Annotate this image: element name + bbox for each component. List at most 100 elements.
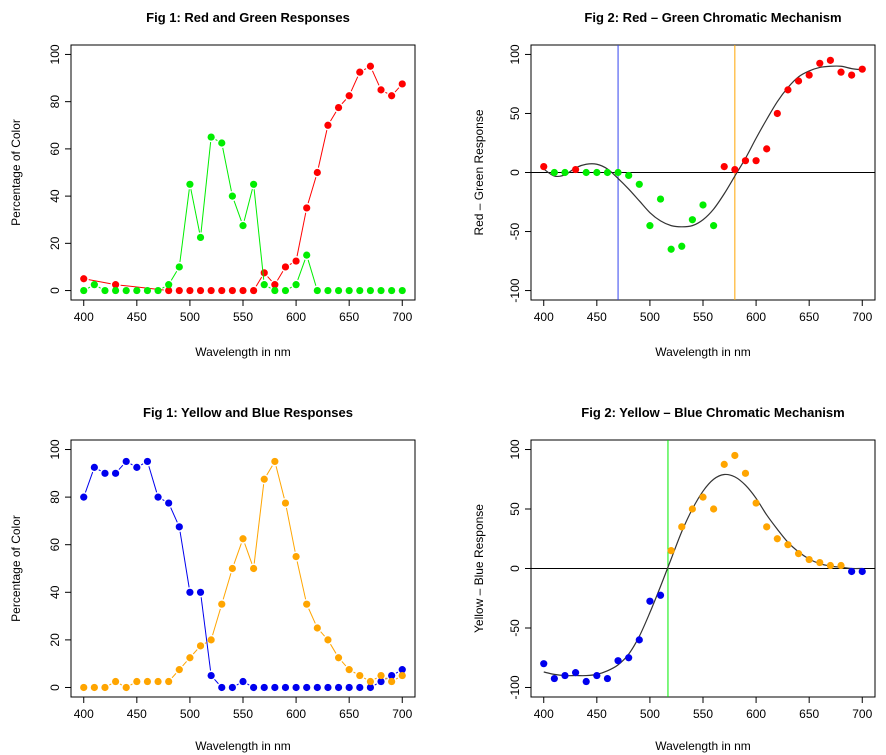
y-axis-label: Percentage of Color <box>9 119 23 226</box>
data-point <box>603 674 612 683</box>
data-point <box>720 460 728 468</box>
data-point <box>720 162 728 171</box>
data-point <box>239 535 247 543</box>
data-point <box>582 168 590 177</box>
data-point <box>752 499 760 507</box>
data-point <box>90 281 98 289</box>
data-point <box>366 683 375 692</box>
series-line-segment <box>182 661 187 667</box>
fitted-curve <box>543 473 863 677</box>
series-line-segment <box>171 673 177 679</box>
data-point <box>763 523 771 531</box>
fitted-curve <box>543 65 863 228</box>
data-point <box>388 286 396 295</box>
x-tick-label: 450 <box>587 310 607 324</box>
series-line-segment <box>363 68 367 71</box>
y-tick-label: -50 <box>508 619 522 637</box>
y-axis-label: Red – Green Response <box>472 109 486 235</box>
data-point <box>582 677 590 686</box>
plot-frame <box>70 439 416 698</box>
data-point <box>731 451 739 460</box>
data-point <box>175 286 183 295</box>
y-tick-label: 80 <box>48 95 62 109</box>
data-point <box>292 281 300 289</box>
data-point <box>699 493 707 501</box>
data-point <box>271 281 279 289</box>
y-axis-label: Yellow – Blue Response <box>472 504 486 633</box>
data-point <box>143 457 152 466</box>
series-line-segment <box>395 671 399 674</box>
data-point <box>688 216 696 224</box>
data-point <box>345 666 353 674</box>
data-point <box>90 683 98 692</box>
data-point <box>122 457 130 466</box>
data-point <box>101 286 109 295</box>
data-point <box>80 286 88 295</box>
series-line-segment <box>118 464 124 470</box>
series-line-segment <box>296 561 307 600</box>
x-axis-label: Wavelength in nm <box>655 345 751 359</box>
data-point <box>260 281 268 289</box>
data-point <box>773 535 781 543</box>
data-point <box>111 281 120 289</box>
data-point <box>356 683 364 692</box>
y-tick-label: 60 <box>48 538 62 552</box>
series-line-segment <box>385 677 388 680</box>
y-tick-label: 80 <box>48 490 62 504</box>
data-point <box>165 499 173 507</box>
data-point <box>345 683 353 692</box>
series-line-segment <box>395 677 399 680</box>
data-point <box>101 469 109 477</box>
data-point <box>377 677 385 686</box>
data-point <box>165 281 173 289</box>
data-point <box>837 68 845 76</box>
series-line-segment <box>289 286 292 289</box>
data-point <box>154 286 162 295</box>
data-point <box>207 133 215 141</box>
data-point <box>111 286 120 295</box>
y-tick-label: 20 <box>48 633 62 647</box>
series-line-segment <box>276 270 284 281</box>
series-line-segment <box>179 531 190 588</box>
series-line-segment <box>170 507 178 523</box>
series-line-segment <box>275 466 285 499</box>
series-line-segment <box>162 286 165 289</box>
data-point <box>398 671 406 680</box>
data-point <box>398 80 406 88</box>
data-point <box>334 286 343 295</box>
x-axis-label: Wavelength in nm <box>195 345 291 359</box>
data-point <box>133 286 141 295</box>
data-point <box>858 65 866 73</box>
x-tick-label: 500 <box>640 310 660 324</box>
x-tick-label: 450 <box>587 707 607 721</box>
y-tick-label: -100 <box>508 278 522 302</box>
data-point <box>731 165 739 174</box>
data-point <box>667 245 675 253</box>
series-line-segment <box>222 147 232 192</box>
series-line-segment <box>179 189 190 263</box>
series-line-segment <box>214 678 219 685</box>
series-line-segment <box>192 649 198 655</box>
series-line-segment <box>285 507 296 552</box>
x-tick-label: 650 <box>339 310 359 324</box>
series-line-segment <box>267 276 272 282</box>
data-point <box>186 654 194 662</box>
series-line-segment <box>204 641 208 644</box>
data-point <box>837 561 845 570</box>
x-tick-label: 700 <box>852 310 872 324</box>
data-point <box>540 660 548 668</box>
series-line-segment <box>84 471 94 493</box>
data-point <box>186 180 194 188</box>
data-point <box>561 168 569 177</box>
data-point <box>826 56 835 64</box>
data-point <box>784 86 792 94</box>
data-point <box>165 677 173 686</box>
data-point <box>656 591 665 599</box>
series-line-segment <box>200 597 212 671</box>
data-point <box>133 677 141 686</box>
data-point <box>635 636 643 644</box>
data-point <box>603 168 612 177</box>
series-line-segment <box>244 543 253 564</box>
series-line-segment <box>243 189 253 221</box>
data-point <box>398 286 406 295</box>
